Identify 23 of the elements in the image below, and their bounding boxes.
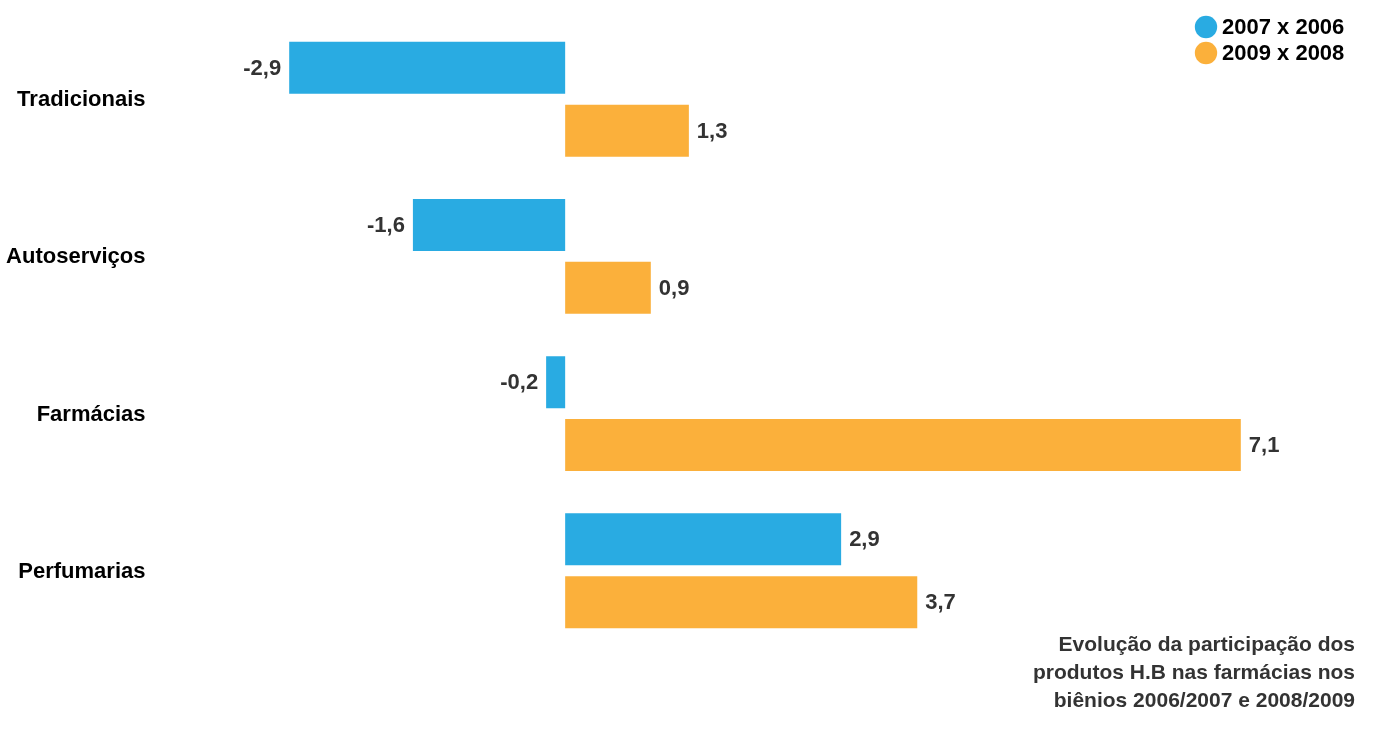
annotation: Evolução da participação dos produtos H.B nas farmácias nos biênios 2006/2007 e 2008/2009 [1032,632,1355,711]
data-label: -2,9 [243,54,282,80]
data-label: 1,3 [696,117,728,143]
data-label: 7,1 [1248,432,1280,457]
y-tick-label: Perfumarias [18,557,146,583]
y-tick-label: Tradicionais [17,86,146,112]
data-label: 3,7 [925,589,956,615]
bar [565,419,1241,471]
bar [412,199,566,251]
bar [546,356,566,409]
y-tick-label: Farmácias [36,400,146,426]
data-label: -0,2 [500,369,539,395]
bar [565,261,651,314]
legend-label: 2007 x 2006 [1222,14,1345,39]
data-label: 2,9 [849,526,880,552]
data-label: -1,6 [366,212,405,237]
bar [565,576,918,629]
bar [565,513,842,566]
y-tick-label: Autoserviços [6,243,146,269]
legend-label: 2009 x 2008 [1222,40,1345,65]
data-label: 0,9 [658,274,690,300]
bar [289,41,566,94]
bar [565,104,689,157]
